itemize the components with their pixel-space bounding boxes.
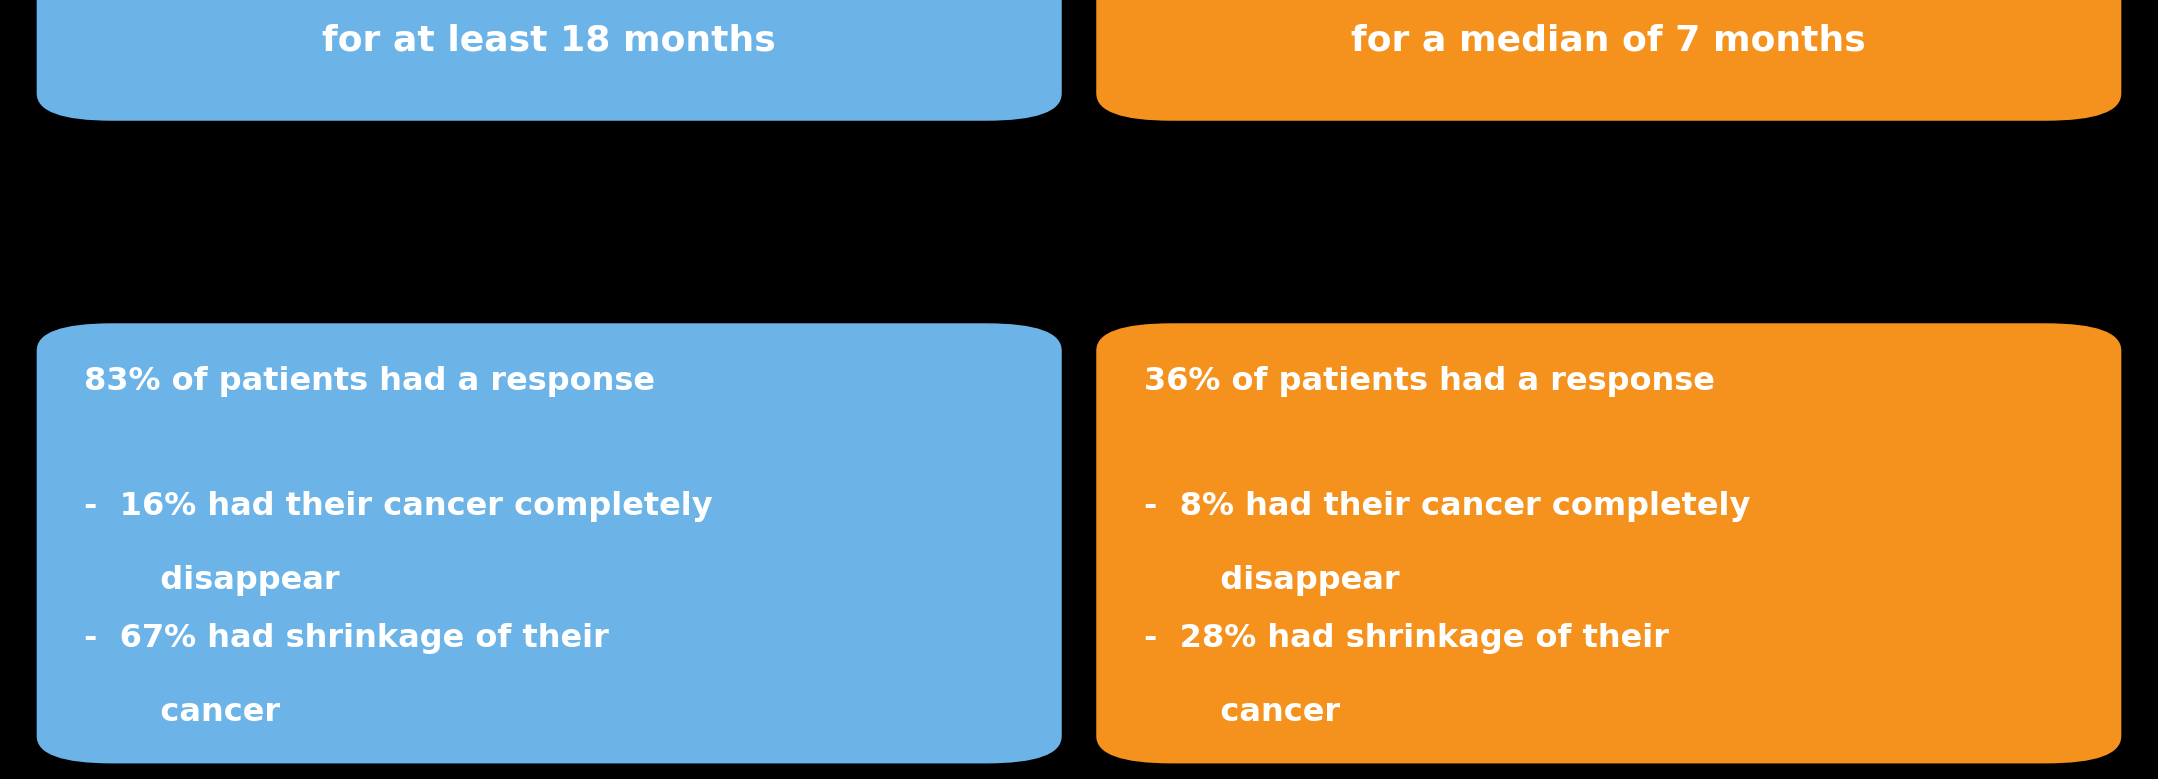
- FancyBboxPatch shape: [37, 323, 1062, 763]
- Text: -  16% had their cancer completely: - 16% had their cancer completely: [84, 491, 712, 522]
- Text: for at least 18 months: for at least 18 months: [322, 24, 777, 58]
- Text: cancer: cancer: [127, 697, 281, 728]
- Text: -  8% had their cancer completely: - 8% had their cancer completely: [1144, 491, 1750, 522]
- FancyBboxPatch shape: [37, 0, 1062, 121]
- Text: cancer: cancer: [1187, 697, 1340, 728]
- Text: 36% of patients had a response: 36% of patients had a response: [1144, 366, 1716, 397]
- Text: disappear: disappear: [1187, 565, 1401, 596]
- FancyBboxPatch shape: [1096, 0, 2121, 121]
- Text: 83% of patients had a response: 83% of patients had a response: [84, 366, 656, 397]
- Text: disappear: disappear: [127, 565, 341, 596]
- Text: -  67% had shrinkage of their: - 67% had shrinkage of their: [84, 623, 609, 654]
- FancyBboxPatch shape: [1096, 323, 2121, 763]
- Text: -  28% had shrinkage of their: - 28% had shrinkage of their: [1144, 623, 1668, 654]
- Text: for a median of 7 months: for a median of 7 months: [1351, 24, 1867, 58]
